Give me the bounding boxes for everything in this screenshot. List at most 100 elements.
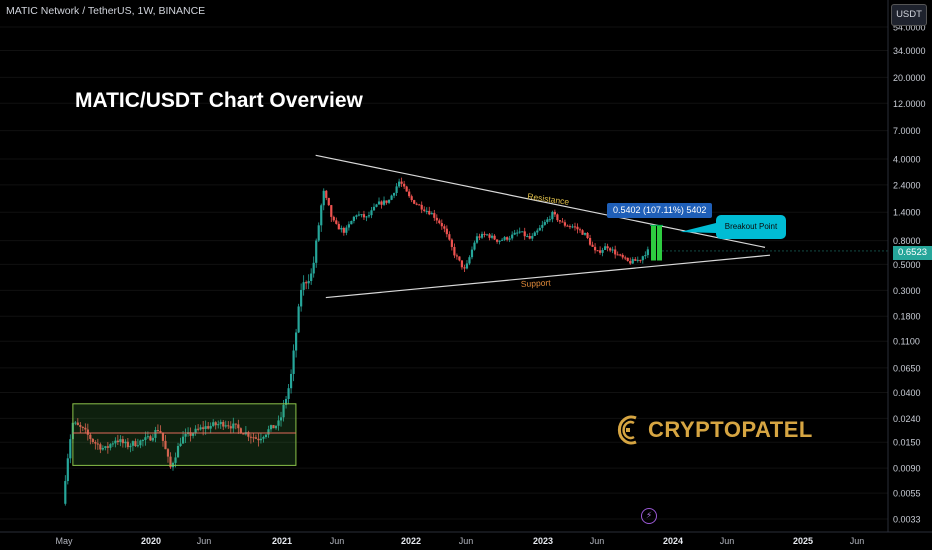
- candle-body: [634, 259, 637, 261]
- candle-body: [332, 216, 335, 221]
- accumulation-range-box: [72, 403, 297, 466]
- resistance-label: Resistance: [527, 191, 570, 207]
- candle-body: [141, 440, 144, 442]
- y-tick-label: 0.0650: [893, 363, 921, 373]
- y-tick-label: 0.0240: [893, 414, 921, 424]
- candle-body: [335, 220, 338, 224]
- candle-body: [126, 441, 129, 448]
- y-tick-label: 1.4000: [893, 208, 921, 218]
- y-tick-label: 0.8000: [893, 236, 921, 246]
- candle-body: [463, 267, 466, 269]
- candle-body: [146, 436, 149, 438]
- candle-body: [330, 205, 333, 217]
- y-tick-label: 0.0055: [893, 489, 921, 499]
- candle-body: [624, 257, 627, 259]
- candle-body: [465, 263, 469, 269]
- breakout-bar: [657, 225, 662, 261]
- candle-body: [593, 246, 597, 251]
- candle-body: [89, 434, 92, 439]
- candle-body: [483, 233, 486, 235]
- candle-body: [616, 254, 619, 256]
- candle-body: [453, 246, 456, 256]
- y-tick-label: 2.4000: [893, 180, 921, 190]
- x-tick-label: 2023: [533, 536, 553, 546]
- candle-body: [498, 240, 501, 242]
- candle-body: [239, 428, 242, 434]
- candle-body: [131, 441, 134, 446]
- candle-body: [161, 432, 165, 441]
- candle-body: [64, 481, 67, 504]
- symbol-info: MATIC Network / TetherUS, 1W, BINANCE: [6, 5, 206, 17]
- candle-body: [360, 214, 363, 216]
- brand-text: CRYPTOPATEL: [648, 417, 813, 442]
- candle-body: [69, 439, 72, 459]
- candle-body: [202, 427, 205, 429]
- candle-body: [307, 280, 310, 284]
- candle-body: [119, 439, 122, 443]
- candle-body: [207, 426, 210, 429]
- y-tick-label: 4.0000: [893, 154, 921, 164]
- candle-body: [320, 205, 323, 226]
- candle-body: [490, 235, 494, 238]
- candle-body: [305, 282, 308, 284]
- candle-body: [232, 423, 235, 429]
- candle-body: [445, 228, 448, 235]
- candle-body: [408, 191, 411, 197]
- candle-body: [548, 219, 551, 221]
- candle-body: [81, 426, 84, 428]
- price-axis[interactable]: 54.0000 34.0000 20.0000 12.0000 7.0000 4.0000…: [887, 0, 926, 532]
- candle-body: [114, 440, 117, 444]
- y-tick-label: 0.1800: [893, 312, 921, 322]
- candle-body: [430, 213, 433, 215]
- candle-body: [365, 216, 368, 218]
- candle-body: [151, 437, 155, 441]
- candle-body: [403, 183, 406, 187]
- candle-body: [249, 436, 252, 438]
- candle-body: [571, 226, 574, 228]
- candle-body: [96, 443, 99, 445]
- candle-body: [179, 443, 182, 446]
- candle-body: [468, 257, 471, 264]
- candle-body: [217, 424, 220, 426]
- y-tick-label: 0.0150: [893, 438, 921, 448]
- lightning-icon[interactable]: ⚡: [641, 508, 657, 524]
- x-tick-label: Jun: [197, 536, 212, 546]
- time-axis[interactable]: May 2020 Jun 2021 Jun 2022 Jun 2023 Jun 2024 Jun 20…: [0, 531, 932, 546]
- candle-body: [583, 232, 587, 235]
- y-tick-label: 0.3000: [893, 286, 921, 296]
- candle-body: [506, 237, 509, 240]
- candle-body: [247, 432, 250, 437]
- y-tick-label: 12.0000: [893, 99, 926, 109]
- candle-body: [604, 246, 607, 250]
- candle-body: [106, 446, 109, 448]
- candle-body: [566, 225, 569, 227]
- candle-body: [277, 420, 280, 426]
- breakout-callout: Breakout Point: [716, 215, 786, 239]
- candle-body: [385, 200, 388, 203]
- candle-body: [104, 446, 107, 448]
- support-label: Support: [521, 277, 552, 289]
- candle-body: [370, 210, 373, 216]
- candle-body: [528, 236, 531, 239]
- currency-button[interactable]: USDT: [891, 4, 927, 26]
- candle-body: [357, 214, 361, 216]
- candle-body: [626, 257, 629, 261]
- candle-body: [101, 447, 104, 450]
- candle-body: [573, 226, 577, 228]
- x-tick-label: 2024: [663, 536, 683, 546]
- candle-body: [641, 256, 644, 261]
- candle-body: [121, 439, 124, 444]
- candle-body: [315, 240, 318, 263]
- candle-body: [192, 433, 195, 436]
- y-tick-label: 0.0033: [893, 515, 921, 525]
- candle-body: [242, 433, 245, 435]
- y-tick-label: 0.0090: [893, 464, 921, 474]
- candle-body: [478, 236, 481, 238]
- candle-body: [310, 273, 313, 281]
- candle-body: [521, 231, 524, 233]
- candle-body: [568, 226, 572, 228]
- candle-body: [460, 260, 464, 268]
- candle-body: [435, 217, 438, 221]
- current-price-tag: 0.6523: [893, 246, 932, 260]
